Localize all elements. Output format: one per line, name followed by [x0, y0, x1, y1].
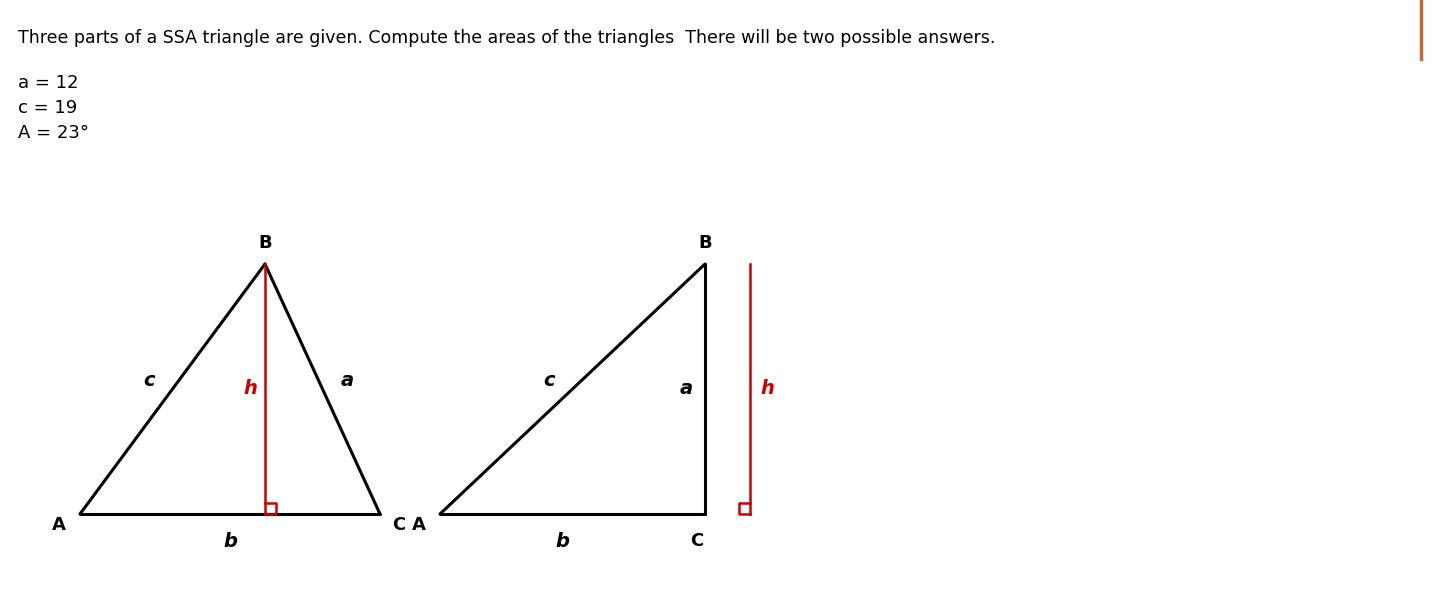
Text: a: a [680, 379, 693, 399]
Text: A: A [52, 516, 66, 534]
Text: c: c [543, 371, 555, 391]
Text: c = 19: c = 19 [19, 99, 77, 117]
Text: Three parts of a SSA triangle are given. Compute the areas of the triangles  The: Three parts of a SSA triangle are given.… [19, 29, 995, 47]
Text: a: a [340, 371, 354, 391]
Text: a = 12: a = 12 [19, 74, 79, 92]
Text: b: b [224, 532, 237, 551]
Text: h: h [760, 379, 774, 399]
Text: b: b [555, 532, 569, 551]
Text: C: C [690, 532, 704, 550]
Text: h: h [244, 379, 257, 399]
Text: B: B [258, 234, 272, 252]
Text: c: c [143, 371, 155, 391]
Text: A = 23°: A = 23° [19, 124, 89, 142]
Text: A: A [412, 516, 426, 534]
Text: B: B [698, 234, 711, 252]
Text: C: C [391, 516, 406, 534]
